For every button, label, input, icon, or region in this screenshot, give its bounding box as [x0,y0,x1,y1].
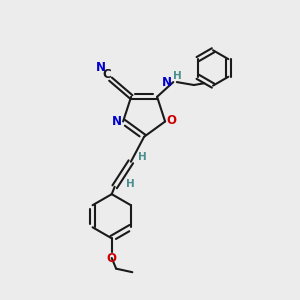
Text: N: N [162,76,172,88]
Text: H: H [127,179,135,189]
Text: N: N [96,61,106,74]
Text: H: H [173,71,182,81]
Text: H: H [138,152,146,162]
Text: O: O [167,113,177,127]
Text: O: O [107,253,117,266]
Text: C: C [102,68,111,81]
Text: N: N [112,115,122,128]
